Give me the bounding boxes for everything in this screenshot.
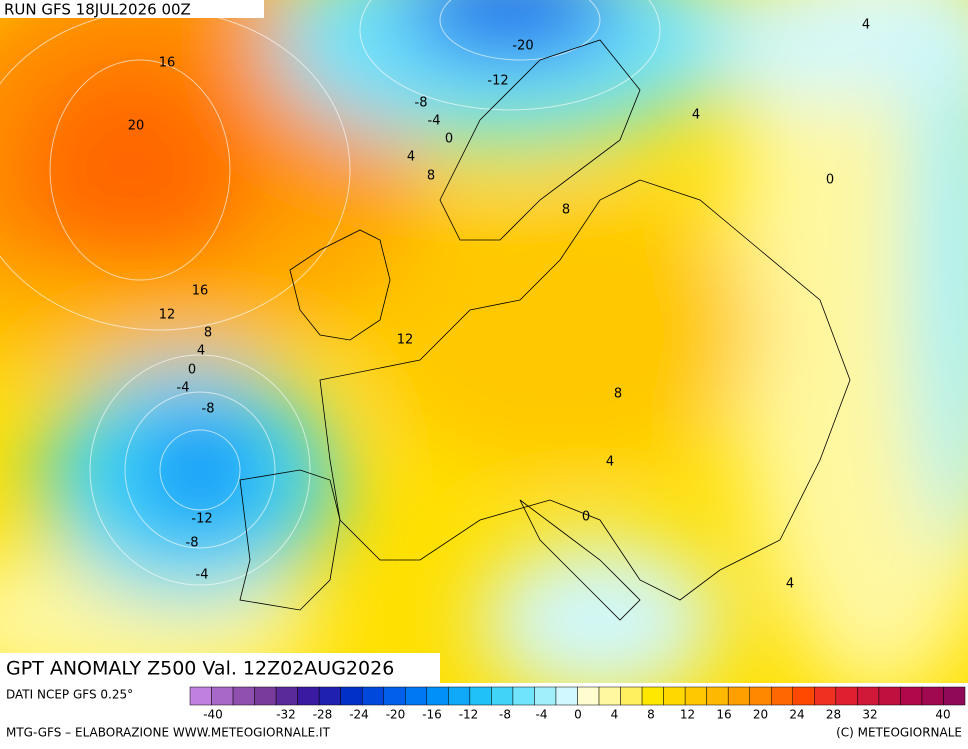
colorbar-swatch <box>684 686 707 706</box>
contour-label: -4 <box>196 568 209 583</box>
coastlines <box>239 39 851 621</box>
colorbar-swatch <box>232 686 255 706</box>
colorbar-swatch <box>900 686 923 706</box>
colorbar-swatch <box>921 686 944 706</box>
colorbar-swatch <box>749 686 772 706</box>
colorbar-label: -4 <box>536 708 548 722</box>
colorbar: -40 -32 -28 -24 -20 -16 -12 -8 -4 0 4 8 12 16 20 24 28 32… <box>189 686 966 722</box>
colorbar-swatch <box>361 686 385 706</box>
colorbar-swatch <box>771 686 794 706</box>
colorbar-swatch <box>878 686 901 706</box>
contour-label: 4 <box>862 18 870 33</box>
colorbar-swatch <box>254 686 277 706</box>
credit: MTG-GFS – ELABORAZIONE WWW.METEOGIORNALE… <box>6 726 331 740</box>
colorbar-label: 40 <box>935 708 950 722</box>
colorbar-label: -40 <box>203 708 223 722</box>
contour-label: 0 <box>582 510 590 525</box>
colorbar-swatch <box>383 686 406 706</box>
contour-label: -4 <box>428 114 441 129</box>
contour-label: -8 <box>202 402 215 417</box>
colorbar-swatch <box>426 686 449 706</box>
title-box <box>0 653 440 683</box>
contour-label: 0 <box>188 363 196 378</box>
colorbar-swatch <box>275 686 298 706</box>
colorbar-swatch <box>792 686 815 706</box>
colorbar-swatch <box>835 686 858 706</box>
colorbar-swatch <box>577 686 600 706</box>
contour-label: -8 <box>186 536 199 551</box>
contour-label: 4 <box>692 108 700 123</box>
contour-label: 8 <box>562 203 570 218</box>
colorbar-swatch <box>598 686 621 706</box>
colorbar-swatch <box>620 686 643 706</box>
colorbar-label: 28 <box>826 708 841 722</box>
colorbar-swatch <box>727 686 750 706</box>
colorbar-swatch <box>857 686 880 706</box>
colorbar-label: -16 <box>422 708 442 722</box>
colorbar-swatch <box>297 686 320 706</box>
colorbar-swatch <box>340 686 363 706</box>
colorbar-label: -28 <box>313 708 333 722</box>
contour-label: -12 <box>487 74 508 89</box>
contour-label: 12 <box>159 308 176 323</box>
data-source: DATI NCEP GFS 0.25° <box>6 688 133 702</box>
contour-label: -8 <box>415 96 428 111</box>
colorbar-swatch <box>814 686 837 706</box>
contour-label: 4 <box>606 455 614 470</box>
contour-label: -20 <box>512 39 533 54</box>
colorbar-swatch <box>641 686 664 706</box>
contour-labels: 1620-20-12-8-404844081612840-4-8128404-1… <box>128 18 870 592</box>
contour-label: 8 <box>427 169 435 184</box>
colorbar-label: 4 <box>611 708 619 722</box>
colorbar-swatch <box>318 686 341 706</box>
colorbar-label: -20 <box>386 708 406 722</box>
colorbar-swatch <box>534 686 557 706</box>
colorbar-label: 20 <box>753 708 768 722</box>
contour-label: 4 <box>786 577 794 592</box>
contour-label: 12 <box>397 333 414 348</box>
colorbar-label: 32 <box>862 708 877 722</box>
colorbar-label: -32 <box>276 708 296 722</box>
run-label: RUN GFS 18JUL2026 00Z <box>4 1 191 19</box>
contour-label: -12 <box>191 512 212 527</box>
colorbar-swatch <box>706 686 729 706</box>
colorbar-swatch <box>448 686 471 706</box>
contour-label: 4 <box>407 150 415 165</box>
contour-label: 4 <box>197 344 205 359</box>
contour-label: 8 <box>614 387 622 402</box>
contour-label: -4 <box>177 381 190 396</box>
contour-label: 20 <box>128 119 145 134</box>
contour-label: 0 <box>445 132 453 147</box>
map-title: GPT ANOMALY Z500 Val. 12Z02AUG2026 <box>6 658 394 680</box>
colorbar-swatch <box>405 686 428 706</box>
colorbar-swatch <box>512 686 535 706</box>
colorbar-label: -8 <box>499 708 511 722</box>
contour-label: 8 <box>204 326 212 341</box>
contour-label: 0 <box>826 173 834 188</box>
colorbar-label: 8 <box>647 708 655 722</box>
colorbar-label: -12 <box>459 708 479 722</box>
colorbar-swatch <box>491 686 514 706</box>
run-label-box <box>0 0 264 18</box>
copyright: (C) METEOGIORNALE <box>836 726 962 740</box>
colorbar-label: 24 <box>789 708 804 722</box>
colorbar-label: 16 <box>716 708 731 722</box>
colorbar-label: -24 <box>349 708 369 722</box>
colorbar-label: 0 <box>574 708 582 722</box>
anomaly-field <box>0 0 968 683</box>
colorbar-swatch <box>663 686 686 706</box>
contour-label: 16 <box>159 56 176 71</box>
colorbar-swatch <box>469 686 492 706</box>
colorbar-swatch <box>943 686 966 706</box>
colorbar-swatch <box>555 686 578 706</box>
colorbar-swatch <box>189 686 212 706</box>
colorbar-label: 12 <box>680 708 695 722</box>
colorbar-swatch <box>211 686 234 706</box>
contour-label: 16 <box>192 284 209 299</box>
